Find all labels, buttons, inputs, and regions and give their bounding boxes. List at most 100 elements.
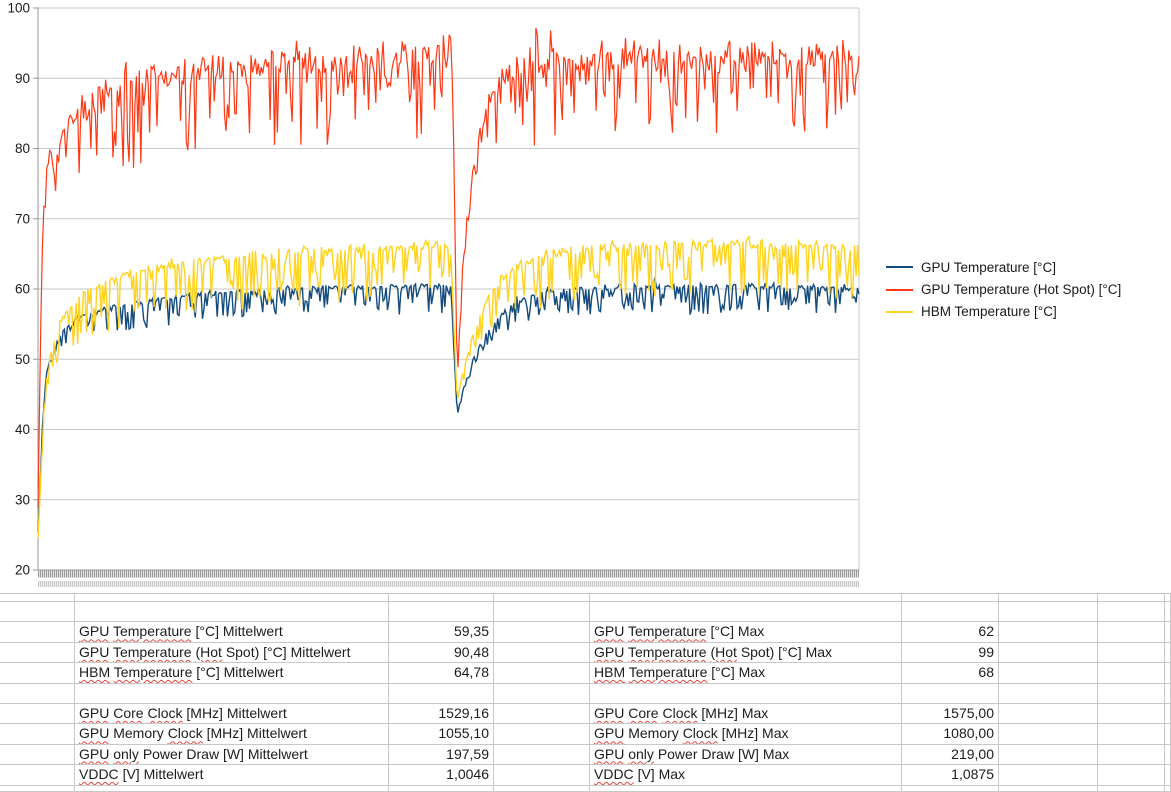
table-cell[interactable]: [494, 744, 590, 766]
metric-label-cell[interactable]: VDDC [V] Mittelwert: [75, 765, 389, 786]
table-cell[interactable]: [999, 602, 1098, 623]
metric-value-cell[interactable]: 1,0875: [902, 765, 999, 786]
metric-label-cell[interactable]: GPU Temperature (Hot Spot) [°C] Max: [590, 642, 902, 664]
table-cell[interactable]: [1098, 765, 1165, 786]
table-cell[interactable]: [1165, 594, 1171, 602]
metric-label-cell[interactable]: GPU Temperature [°C] Max: [590, 622, 902, 643]
table-cell[interactable]: [0, 622, 75, 643]
table-cell[interactable]: [999, 642, 1098, 664]
table-cell[interactable]: [0, 724, 75, 745]
table-cell[interactable]: [999, 785, 1098, 792]
metric-value-cell[interactable]: 1080,00: [902, 724, 999, 745]
table-cell[interactable]: [999, 744, 1098, 766]
table-cell[interactable]: [1098, 602, 1165, 623]
table-cell[interactable]: [1098, 785, 1165, 792]
temperature-chart[interactable]: 20 30 40 50 60 70 80 90 100 GPU Temperature [°C]…: [0, 0, 1171, 593]
table-cell[interactable]: [389, 785, 494, 792]
table-cell[interactable]: [494, 602, 590, 623]
table-cell[interactable]: [1098, 724, 1165, 745]
table-cell[interactable]: [999, 724, 1098, 745]
table-cell[interactable]: [389, 594, 494, 602]
metric-value-cell[interactable]: 1055,10: [389, 724, 494, 745]
metric-label-cell[interactable]: GPU only Power Draw [W] Mittelwert: [75, 744, 389, 766]
table-cell[interactable]: [1165, 663, 1171, 684]
table-cell[interactable]: [999, 765, 1098, 786]
table-cell[interactable]: [75, 683, 389, 704]
metric-value-cell[interactable]: 1529,16: [389, 703, 494, 725]
table-cell[interactable]: [494, 663, 590, 684]
table-cell[interactable]: [389, 602, 494, 623]
table-cell[interactable]: [1098, 594, 1165, 602]
table-cell[interactable]: [75, 594, 389, 602]
table-cell[interactable]: [1165, 765, 1171, 786]
table-cell[interactable]: [494, 724, 590, 745]
table-cell[interactable]: [1165, 602, 1171, 623]
table-cell[interactable]: [1165, 642, 1171, 664]
metric-label-cell[interactable]: HBM Temperature [°C] Max: [590, 663, 902, 684]
table-cell[interactable]: [494, 683, 590, 704]
table-cell[interactable]: [590, 602, 902, 623]
table-cell[interactable]: [494, 622, 590, 643]
metric-value-cell[interactable]: 62: [902, 622, 999, 643]
table-cell[interactable]: [0, 663, 75, 684]
table-cell[interactable]: [902, 785, 999, 792]
table-cell[interactable]: [1165, 683, 1171, 704]
metric-label-cell[interactable]: GPU Temperature [°C] Mittelwert: [75, 622, 389, 643]
metric-label-cell[interactable]: GPU Core Clock [MHz] Mittelwert: [75, 703, 389, 725]
table-cell[interactable]: [999, 683, 1098, 704]
table-cell[interactable]: [902, 683, 999, 704]
table-cell[interactable]: [0, 602, 75, 623]
metric-value-cell[interactable]: 1,0046: [389, 765, 494, 786]
table-cell[interactable]: [590, 785, 902, 792]
table-cell[interactable]: [999, 622, 1098, 643]
metric-value-cell[interactable]: 1575,00: [902, 703, 999, 725]
table-cell[interactable]: [494, 642, 590, 664]
metric-label-cell[interactable]: VDDC [V] Max: [590, 765, 902, 786]
table-cell[interactable]: [0, 683, 75, 704]
table-cell[interactable]: [590, 683, 902, 704]
table-cell[interactable]: [999, 594, 1098, 602]
metric-value-cell[interactable]: 64,78: [389, 663, 494, 684]
table-cell[interactable]: [75, 785, 389, 792]
table-cell[interactable]: [1098, 642, 1165, 664]
metric-label-cell[interactable]: GPU Core Clock [MHz] Max: [590, 703, 902, 725]
table-cell[interactable]: [0, 642, 75, 664]
table-cell[interactable]: [0, 765, 75, 786]
table-cell[interactable]: [0, 594, 75, 602]
metric-value-cell[interactable]: 59,35: [389, 622, 494, 643]
table-cell[interactable]: [902, 594, 999, 602]
table-cell[interactable]: [1098, 744, 1165, 766]
metric-label-cell[interactable]: GPU only Power Draw [W] Max: [590, 744, 902, 766]
table-cell[interactable]: [590, 594, 902, 602]
table-cell[interactable]: [0, 744, 75, 766]
table-cell[interactable]: [1165, 785, 1171, 792]
table-cell[interactable]: [75, 602, 389, 623]
metric-label-cell[interactable]: GPU Memory Clock [MHz] Max: [590, 724, 902, 745]
table-cell[interactable]: [494, 765, 590, 786]
metric-value-cell[interactable]: 197,59: [389, 744, 494, 766]
table-cell[interactable]: [1165, 744, 1171, 766]
table-cell[interactable]: [494, 594, 590, 602]
table-cell[interactable]: [1165, 622, 1171, 643]
table-cell[interactable]: [1098, 703, 1165, 725]
table-cell[interactable]: [494, 785, 590, 792]
table-cell[interactable]: [0, 785, 75, 792]
table-cell[interactable]: [999, 663, 1098, 684]
table-cell[interactable]: [1098, 683, 1165, 704]
table-cell[interactable]: [1098, 663, 1165, 684]
table-cell[interactable]: [494, 703, 590, 725]
metric-value-cell[interactable]: 219,00: [902, 744, 999, 766]
table-cell[interactable]: [389, 683, 494, 704]
table-cell[interactable]: [1165, 703, 1171, 725]
table-cell[interactable]: [1165, 724, 1171, 745]
table-cell[interactable]: [0, 703, 75, 725]
metric-value-cell[interactable]: 99: [902, 642, 999, 664]
table-cell[interactable]: [999, 703, 1098, 725]
metric-value-cell[interactable]: 68: [902, 663, 999, 684]
table-cell[interactable]: [1098, 622, 1165, 643]
metric-value-cell[interactable]: 90,48: [389, 642, 494, 664]
metric-label-cell[interactable]: GPU Memory Clock [MHz] Mittelwert: [75, 724, 389, 745]
table-cell[interactable]: [902, 602, 999, 623]
metric-label-cell[interactable]: HBM Temperature [°C] Mittelwert: [75, 663, 389, 684]
metric-label-cell[interactable]: GPU Temperature (Hot Spot) [°C] Mittelwe…: [75, 642, 389, 664]
